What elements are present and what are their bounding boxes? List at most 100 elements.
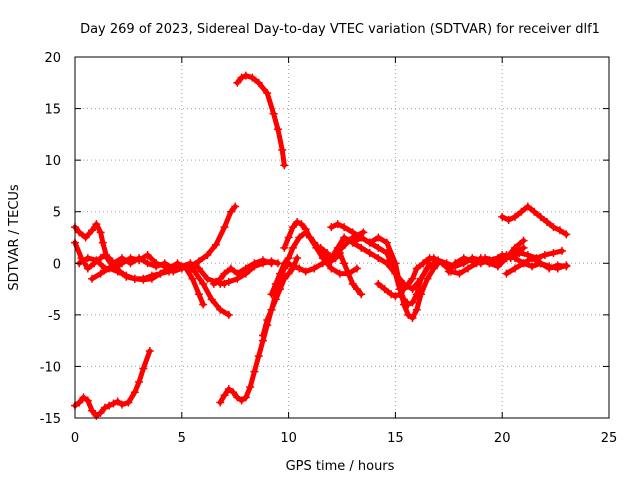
data-point — [280, 243, 289, 252]
data-point — [263, 89, 272, 98]
data-point — [423, 274, 432, 283]
data-point — [365, 238, 374, 247]
data-point — [135, 377, 144, 386]
data-point — [357, 243, 366, 252]
data-point — [233, 393, 242, 402]
data-point — [523, 251, 532, 260]
data-point — [139, 274, 148, 283]
data-point — [519, 259, 528, 268]
data-point — [543, 218, 552, 227]
series-points-arc-20 — [502, 254, 571, 278]
data-point — [103, 254, 112, 263]
data-point — [254, 352, 263, 361]
data-point — [250, 367, 259, 376]
data-point — [143, 251, 152, 260]
data-series — [71, 71, 571, 420]
data-point — [220, 269, 229, 278]
data-point — [301, 267, 310, 276]
data-point — [327, 264, 336, 273]
data-point — [220, 223, 229, 232]
data-point — [164, 267, 173, 276]
data-point — [273, 125, 282, 134]
data-point — [511, 264, 520, 273]
data-point — [203, 251, 212, 260]
data-point — [395, 279, 404, 288]
data-point — [352, 285, 361, 294]
data-point — [523, 202, 532, 211]
data-point — [117, 259, 126, 268]
data-point — [220, 391, 229, 400]
data-point — [271, 279, 280, 288]
data-point — [241, 393, 250, 402]
data-point — [190, 267, 199, 276]
y-tick-label: 5 — [53, 206, 61, 221]
y-tick-label: 10 — [44, 154, 61, 169]
data-point — [92, 411, 101, 420]
data-point — [267, 257, 276, 266]
data-point — [511, 212, 520, 221]
data-point — [288, 262, 297, 271]
data-point — [365, 248, 374, 257]
data-point — [327, 223, 336, 232]
data-point — [444, 267, 453, 276]
data-point — [340, 259, 349, 268]
x-tick-label: 20 — [494, 431, 511, 446]
data-point — [109, 399, 118, 408]
data-point — [156, 269, 165, 278]
data-point — [224, 277, 233, 286]
data-point — [293, 254, 302, 263]
data-point — [391, 259, 400, 268]
y-tick-label: -10 — [40, 360, 61, 375]
y-axis-label: SDTVAR / TECUs — [7, 184, 22, 291]
data-point — [258, 331, 267, 340]
data-point — [216, 305, 225, 314]
data-point — [237, 396, 246, 405]
data-point — [88, 226, 97, 235]
data-point — [117, 400, 126, 409]
axis-ticks: 0 5 10 15 20 25 -15 -10 -5 0 5 10 15 20 — [40, 51, 618, 446]
y-tick-label: 0 — [53, 257, 61, 272]
data-point — [408, 274, 417, 283]
data-point — [408, 285, 417, 294]
x-tick-label: 0 — [71, 431, 79, 446]
data-point — [113, 397, 122, 406]
data-point — [139, 364, 148, 373]
data-point — [83, 254, 92, 263]
data-point — [288, 223, 297, 232]
data-point — [438, 259, 447, 268]
data-point — [391, 292, 400, 301]
data-point — [348, 279, 357, 288]
data-point — [536, 212, 545, 221]
data-point — [226, 264, 235, 273]
data-point — [98, 238, 107, 247]
data-point — [429, 254, 438, 263]
data-point — [216, 398, 225, 407]
data-point — [380, 285, 389, 294]
data-point — [517, 207, 526, 216]
data-point — [335, 269, 344, 278]
data-point — [216, 279, 225, 288]
data-point — [284, 254, 293, 263]
data-point — [404, 310, 413, 319]
y-tick-label: 15 — [44, 103, 61, 118]
x-tick-label: 15 — [387, 431, 404, 446]
data-point — [92, 256, 101, 265]
data-point — [278, 145, 287, 154]
data-point — [558, 246, 567, 255]
data-point — [359, 228, 368, 237]
data-point — [399, 300, 408, 309]
x-tick-label: 5 — [178, 431, 186, 446]
data-point — [493, 254, 502, 263]
data-point — [105, 264, 114, 273]
data-point — [498, 212, 507, 221]
data-point — [293, 218, 302, 227]
data-point — [387, 290, 396, 299]
data-point — [408, 313, 417, 322]
data-point — [79, 393, 88, 402]
data-point — [502, 254, 511, 263]
data-point — [173, 264, 182, 273]
data-point — [348, 238, 357, 247]
data-point — [284, 233, 293, 242]
data-point — [207, 295, 216, 304]
data-point — [305, 233, 314, 242]
